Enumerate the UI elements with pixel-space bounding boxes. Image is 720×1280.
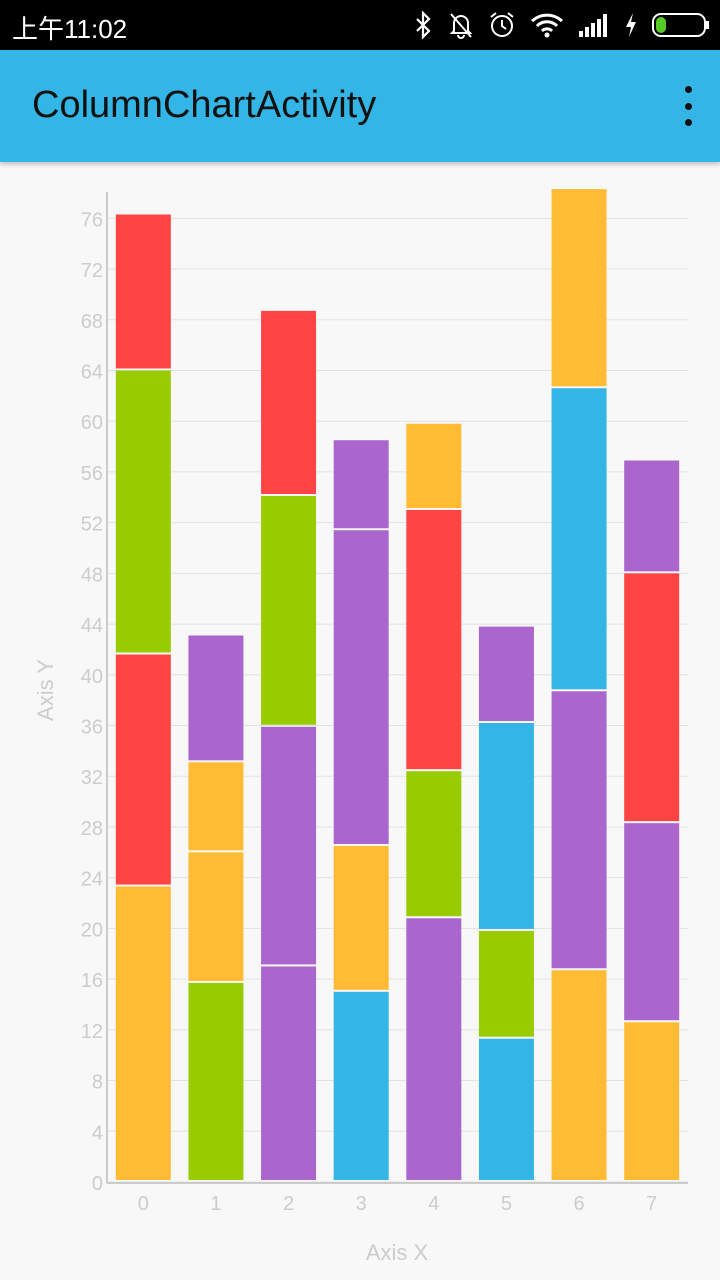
x-axis-tick-labels: 0 1 2 3 4 5 6 7 [138,1193,658,1215]
y-tick-label: 56 [81,463,103,485]
charging-icon [626,13,636,37]
bar-segment-7-3[interactable] [624,460,680,572]
y-tick-label: 52 [81,514,103,536]
signal-icon [579,14,607,37]
x-tick-label: 7 [646,1193,657,1215]
app-bar: ColumnChartActivity [0,50,720,162]
bar-segment-1-3[interactable] [188,635,244,761]
bar-segment-4-1[interactable] [406,771,462,917]
bar-segment-2-2[interactable] [261,496,317,725]
bar-segment-3-1[interactable] [333,845,389,990]
bar-stack-4 [406,423,462,1180]
bar-stack-5 [478,626,534,1180]
notifications-off-icon [449,13,473,39]
bars [115,189,680,1180]
bar-stack-7 [624,460,680,1180]
overflow-menu-button[interactable] [678,86,698,126]
app-title: ColumnChartActivity [32,84,377,126]
x-tick-label: 0 [138,1193,149,1215]
y-tick-label: 20 [81,919,103,941]
overflow-menu-icon-dot [684,119,692,126]
bar-segment-3-0[interactable] [333,991,389,1180]
y-tick-label: 48 [81,564,103,586]
y-tick-label: 60 [81,412,103,434]
status-time: 上午11:02 [12,14,128,44]
bar-segment-1-1[interactable] [188,852,244,981]
y-tick-label: 64 [81,361,103,383]
bar-segment-4-0[interactable] [406,918,462,1180]
bar-segment-0-1[interactable] [115,654,171,885]
bar-segment-7-2[interactable] [624,573,680,822]
bar-stack-0 [115,214,171,1180]
overflow-menu-icon-dot [684,102,692,110]
bar-segment-0-0[interactable] [115,886,171,1180]
alarm-icon [490,12,514,37]
x-tick-label: 6 [574,1193,585,1215]
bar-stack-1 [188,635,244,1180]
y-tick-label: 12 [81,1021,103,1043]
bar-segment-6-2[interactable] [551,388,607,690]
bar-segment-0-2[interactable] [115,370,171,653]
y-tick-label: 72 [81,260,103,282]
y-tick-label: 0 [92,1173,103,1195]
bar-segment-4-3[interactable] [406,423,462,508]
bar-segment-2-3[interactable] [261,310,317,495]
x-axis-title: Axis X [366,1240,429,1265]
bar-segment-1-2[interactable] [188,762,244,851]
x-tick-label: 3 [356,1193,367,1215]
bar-segment-1-0[interactable] [188,982,244,1180]
x-tick-label: 4 [428,1193,439,1215]
bar-segment-6-3[interactable] [551,189,607,387]
status-bar: 上午11:02 [0,0,720,50]
bar-segment-6-1[interactable] [551,691,607,969]
bar-segment-3-3[interactable] [333,440,389,529]
bar-stack-3 [333,440,389,1180]
x-tick-label: 2 [283,1193,294,1215]
y-tick-label: 8 [92,1072,103,1094]
x-tick-label: 1 [210,1193,221,1215]
y-tick-label: 24 [81,869,103,891]
bar-segment-5-0[interactable] [478,1038,534,1180]
x-tick-label: 5 [501,1193,512,1215]
bar-segment-2-0[interactable] [261,966,317,1180]
bar-segment-5-2[interactable] [478,722,534,929]
bar-stack-6 [551,189,607,1180]
y-tick-label: 40 [81,666,103,688]
bar-segment-7-0[interactable] [624,1022,680,1180]
overflow-menu-icon-dot [684,86,692,93]
bar-segment-0-3[interactable] [115,214,171,369]
battery-icon [652,13,709,37]
bluetooth-icon [416,11,431,39]
y-tick-label: 32 [81,767,103,789]
bar-stack-2 [261,310,317,1180]
bar-segment-3-2[interactable] [333,530,389,844]
y-tick-label: 4 [92,1122,103,1144]
bar-segment-4-2[interactable] [406,509,462,770]
bar-segment-5-3[interactable] [478,626,534,721]
y-tick-label: 28 [81,818,103,840]
status-icons [414,8,710,42]
y-axis-title: Axis Y [33,659,58,721]
wifi-icon [530,13,564,38]
bar-segment-5-1[interactable] [478,930,534,1037]
bar-segment-6-0[interactable] [551,970,607,1180]
y-tick-label: 16 [81,970,103,992]
bar-segment-2-1[interactable] [261,726,317,965]
y-tick-label: 36 [81,717,103,739]
y-tick-label: 68 [81,311,103,333]
y-tick-label: 44 [81,615,103,637]
y-tick-label: 76 [81,209,103,231]
bar-segment-7-1[interactable] [624,823,680,1021]
